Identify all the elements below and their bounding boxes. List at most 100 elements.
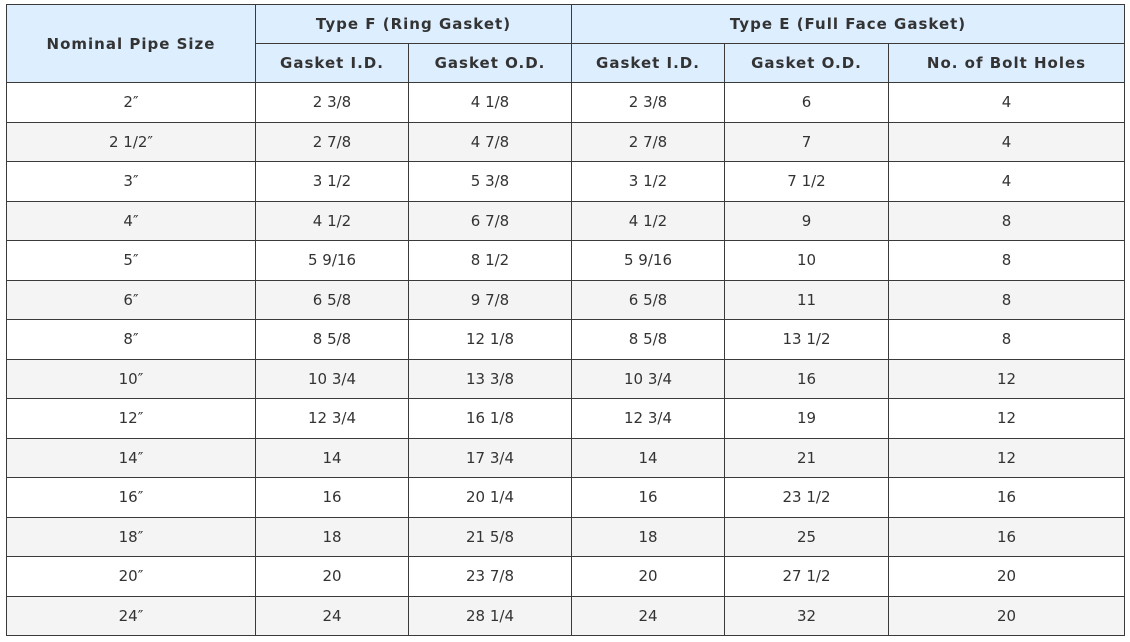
cell-type-e-gasket-od: 10 [724,240,889,281]
cell-type-f-gasket-od: 20 1/4 [408,477,572,518]
cell-nominal-pipe-size: 18″ [6,516,256,557]
cell-type-e-gasket-id: 4 1/2 [571,200,725,241]
cell-type-e-gasket-od: 21 [724,437,889,478]
cell-type-f-gasket-id: 20 [255,556,409,597]
table-row: 14″ 14 17 3/4 14 21 12 [6,437,1126,478]
cell-nominal-pipe-size: 12″ [6,398,256,439]
table-row: 2 1/2″ 2 7/8 4 7/8 2 7/8 7 4 [6,121,1126,162]
cell-bolt-holes: 4 [887,161,1126,202]
cell-type-e-gasket-id: 2 7/8 [571,121,725,162]
cell-type-f-gasket-od: 12 1/8 [408,319,572,360]
cell-type-e-gasket-od: 13 1/2 [724,319,889,360]
table-row: 2″ 2 3/8 4 1/8 2 3/8 6 4 [6,82,1126,123]
cell-type-e-gasket-id: 3 1/2 [571,161,725,202]
cell-type-f-gasket-od: 8 1/2 [408,240,572,281]
cell-type-e-gasket-id: 6 5/8 [571,279,725,320]
cell-nominal-pipe-size: 10″ [6,358,256,399]
cell-type-f-gasket-od: 21 5/8 [408,516,572,557]
header-type-e-gasket-id: Gasket I.D. [571,43,725,83]
cell-type-f-gasket-id: 16 [255,477,409,518]
cell-type-e-gasket-od: 27 1/2 [724,556,889,597]
cell-type-e-gasket-od: 6 [724,82,889,123]
table-row: 12″ 12 3/4 16 1/8 12 3/4 19 12 [6,398,1126,439]
table-row: 4″ 4 1/2 6 7/8 4 1/2 9 8 [6,200,1126,241]
cell-type-f-gasket-od: 17 3/4 [408,437,572,478]
table-row: 20″ 20 23 7/8 20 27 1/2 20 [6,556,1126,597]
cell-type-e-gasket-id: 10 3/4 [571,358,725,399]
header-type-f-group: Type F (Ring Gasket) [255,4,572,44]
cell-type-f-gasket-id: 18 [255,516,409,557]
header-row-groups: Nominal Pipe Size Type F (Ring Gasket) T… [6,4,1126,83]
cell-type-e-gasket-id: 18 [571,516,725,557]
cell-type-e-gasket-od: 23 1/2 [724,477,889,518]
gasket-dimensions-table-container: Nominal Pipe Size Type F (Ring Gasket) T… [6,4,1126,636]
cell-type-e-gasket-id: 2 3/8 [571,82,725,123]
cell-type-f-gasket-od: 23 7/8 [408,556,572,597]
table-row: 5″ 5 9/16 8 1/2 5 9/16 10 8 [6,240,1126,281]
table-row: 8″ 8 5/8 12 1/8 8 5/8 13 1/2 8 [6,319,1126,360]
cell-nominal-pipe-size: 14″ [6,437,256,478]
cell-type-e-gasket-id: 20 [571,556,725,597]
gasket-dimensions-table: Nominal Pipe Size Type F (Ring Gasket) T… [6,4,1126,636]
header-type-e-gasket-od: Gasket O.D. [724,43,889,83]
cell-nominal-pipe-size: 3″ [6,161,256,202]
cell-type-e-gasket-od: 19 [724,398,889,439]
cell-type-f-gasket-id: 12 3/4 [255,398,409,439]
table-row: 16″ 16 20 1/4 16 23 1/2 16 [6,477,1126,518]
table-row: 18″ 18 21 5/8 18 25 16 [6,516,1126,557]
cell-type-e-gasket-od: 7 1/2 [724,161,889,202]
cell-bolt-holes: 4 [887,82,1126,123]
cell-nominal-pipe-size: 4″ [6,200,256,241]
cell-type-f-gasket-id: 3 1/2 [255,161,409,202]
cell-type-f-gasket-od: 16 1/8 [408,398,572,439]
header-bolt-holes: No. of Bolt Holes [887,43,1126,83]
cell-type-e-gasket-id: 5 9/16 [571,240,725,281]
cell-type-e-gasket-id: 14 [571,437,725,478]
cell-bolt-holes: 20 [887,556,1126,597]
cell-nominal-pipe-size: 5″ [6,240,256,281]
cell-type-e-gasket-id: 8 5/8 [571,319,725,360]
header-type-f-gasket-od: Gasket O.D. [408,43,572,83]
cell-bolt-holes: 20 [887,595,1126,636]
cell-type-f-gasket-od: 13 3/8 [408,358,572,399]
header-nominal-pipe-size: Nominal Pipe Size [6,4,256,83]
table-row: 24″ 24 28 1/4 24 32 20 [6,595,1126,636]
table-header: Nominal Pipe Size Type F (Ring Gasket) T… [6,4,1126,83]
table-row: 3″ 3 1/2 5 3/8 3 1/2 7 1/2 4 [6,161,1126,202]
cell-type-e-gasket-od: 16 [724,358,889,399]
cell-type-f-gasket-id: 4 1/2 [255,200,409,241]
cell-nominal-pipe-size: 2 1/2″ [6,121,256,162]
cell-type-e-gasket-id: 24 [571,595,725,636]
cell-type-f-gasket-id: 14 [255,437,409,478]
cell-bolt-holes: 8 [887,240,1126,281]
cell-type-f-gasket-od: 9 7/8 [408,279,572,320]
cell-type-f-gasket-id: 5 9/16 [255,240,409,281]
cell-type-f-gasket-id: 8 5/8 [255,319,409,360]
cell-type-f-gasket-id: 6 5/8 [255,279,409,320]
cell-type-e-gasket-id: 12 3/4 [571,398,725,439]
cell-nominal-pipe-size: 16″ [6,477,256,518]
cell-type-f-gasket-id: 24 [255,595,409,636]
cell-bolt-holes: 8 [887,279,1126,320]
cell-nominal-pipe-size: 8″ [6,319,256,360]
cell-bolt-holes: 8 [887,319,1126,360]
header-row-columns: Gasket I.D. Gasket O.D. Gasket I.D. Gask… [7,43,1126,83]
cell-type-f-gasket-od: 4 7/8 [408,121,572,162]
cell-bolt-holes: 4 [887,121,1126,162]
cell-nominal-pipe-size: 2″ [6,82,256,123]
cell-bolt-holes: 12 [887,358,1126,399]
cell-type-e-gasket-od: 9 [724,200,889,241]
cell-nominal-pipe-size: 24″ [6,595,256,636]
cell-type-e-gasket-od: 11 [724,279,889,320]
cell-type-e-gasket-od: 32 [724,595,889,636]
cell-type-f-gasket-od: 28 1/4 [408,595,572,636]
cell-type-f-gasket-od: 6 7/8 [408,200,572,241]
cell-type-f-gasket-od: 5 3/8 [408,161,572,202]
cell-bolt-holes: 12 [887,437,1126,478]
table-row: 10″ 10 3/4 13 3/8 10 3/4 16 12 [6,358,1126,399]
cell-nominal-pipe-size: 6″ [6,279,256,320]
cell-nominal-pipe-size: 20″ [6,556,256,597]
cell-type-e-gasket-od: 7 [724,121,889,162]
cell-type-f-gasket-od: 4 1/8 [408,82,572,123]
table-row: 6″ 6 5/8 9 7/8 6 5/8 11 8 [6,279,1126,320]
